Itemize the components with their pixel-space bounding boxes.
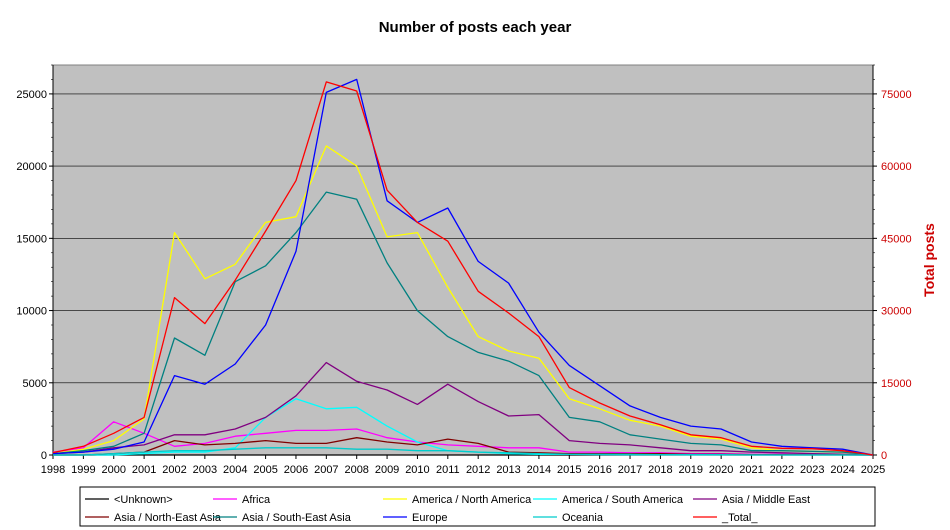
right-tick-label: 0 (881, 450, 887, 462)
x-tick-label: 2018 (648, 464, 672, 476)
series-line-9 (52, 81, 874, 456)
right-tick-label: 45000 (881, 233, 912, 245)
legend-label: <Unknown> (114, 494, 173, 506)
x-tick-label: 2014 (527, 464, 551, 476)
x-tick-label: 2005 (253, 464, 277, 476)
legend-label: Asia / South-East Asia (242, 512, 352, 524)
x-tick-label: 2008 (344, 464, 368, 476)
left-tick-label: 5000 (23, 378, 47, 390)
right-tick-label: 75000 (881, 89, 912, 101)
x-tick-label: 2002 (162, 464, 186, 476)
x-tick-label: 2012 (466, 464, 490, 476)
legend-label: Asia / Middle East (722, 494, 810, 506)
legend-label: _Total_ (721, 512, 758, 524)
legend-label: America / North America (412, 494, 532, 506)
legend (79, 486, 876, 527)
x-tick-label: 1999 (71, 464, 95, 476)
x-tick-label: 2010 (405, 464, 429, 476)
legend-label: Oceania (562, 512, 604, 524)
left-tick-label: 15000 (16, 233, 47, 245)
x-tick-label: 2011 (436, 464, 460, 476)
x-tick-label: 2025 (861, 464, 885, 476)
series-line-4 (52, 361, 874, 456)
x-tick-label: 2004 (223, 464, 247, 476)
plot-area (52, 64, 874, 456)
series-line-6 (52, 191, 874, 456)
x-tick-label: 2017 (618, 464, 642, 476)
x-tick-label: 2022 (770, 464, 794, 476)
legend-items: <Unknown> Africa America / North America Am… (85, 494, 810, 524)
right-y-axis: 0 15000 30000 45000 60000 75000 (872, 64, 912, 462)
series-line-7 (52, 78, 874, 456)
right-tick-label: 30000 (881, 306, 912, 318)
legend-label: America / South America (562, 494, 684, 506)
x-tick-label: 2013 (496, 464, 520, 476)
x-tick-label: 2016 (587, 464, 611, 476)
x-tick-label: 1998 (41, 464, 65, 476)
x-tick-label: 2023 (800, 464, 824, 476)
chart-title: Number of posts each year (379, 19, 572, 36)
series-lines (52, 78, 874, 456)
x-tick-label: 2020 (709, 464, 733, 476)
series-line-8 (53, 447, 874, 456)
left-tick-label: 0 (41, 450, 47, 462)
x-tick-label: 2015 (557, 464, 581, 476)
left-tick-label: 10000 (16, 306, 47, 318)
series-line-2 (52, 145, 874, 456)
x-tick-label: 2024 (830, 464, 854, 476)
x-tick-label: 2000 (101, 464, 125, 476)
left-tick-label: 20000 (16, 161, 47, 173)
right-tick-label: 60000 (881, 161, 912, 173)
x-tick-label: 2003 (193, 464, 217, 476)
x-tick-label: 2001 (132, 464, 156, 476)
x-axis: 1998 1999 2000 2001 2002 2003 2004 2005 2006 2007… (41, 454, 885, 476)
x-tick-label: 2007 (314, 464, 338, 476)
x-tick-label: 2006 (284, 464, 308, 476)
right-tick-label: 15000 (881, 378, 912, 390)
legend-label: Europe (412, 512, 447, 524)
legend-label: Asia / North-East Asia (114, 512, 222, 524)
left-y-axis: 0 5000 10000 15000 20000 25000 (16, 64, 54, 462)
left-tick-label: 25000 (16, 89, 47, 101)
x-tick-label: 2019 (679, 464, 703, 476)
legend-label: Africa (242, 494, 271, 506)
right-axis-label: Total posts (921, 223, 937, 297)
x-tick-label: 2021 (739, 464, 763, 476)
x-tick-label: 2009 (375, 464, 399, 476)
